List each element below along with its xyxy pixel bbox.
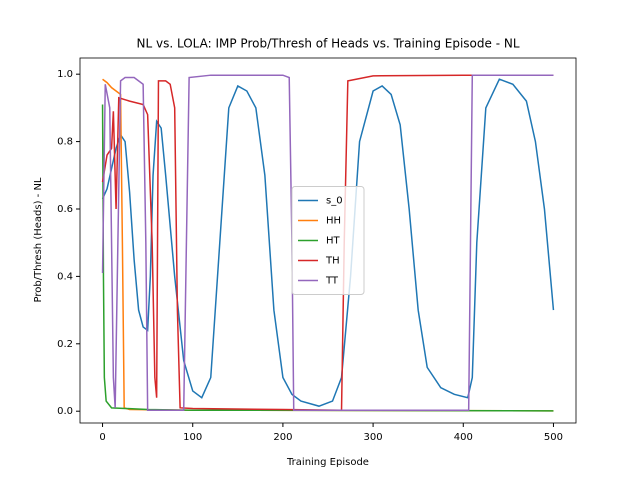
- plot-frame: [79, 57, 577, 424]
- y-tick-label: 0.4: [57, 271, 73, 282]
- y-tick-label: 0.2: [57, 339, 73, 350]
- y-tick-label: 1.0: [57, 69, 73, 80]
- legend-label: TH: [325, 256, 340, 267]
- y-tick-label: 0.8: [57, 137, 73, 148]
- y-axis-label: Prob/Thresh (Heads) - NL: [33, 177, 44, 302]
- x-tick-label: 100: [183, 432, 202, 443]
- y-tick-label: 0.0: [57, 406, 73, 417]
- x-tick-label: 500: [544, 432, 563, 443]
- legend: s_0 HH HT TH TT: [291, 186, 365, 295]
- series-line: [101, 78, 555, 407]
- x-tick-label: 200: [273, 432, 292, 443]
- chart-title: NL vs. LOLA: IMP Prob/Thresh of Heads vs…: [137, 37, 520, 51]
- y-tick-label: 0.6: [57, 204, 73, 215]
- series-line: [101, 74, 554, 411]
- x-tick-label: 300: [364, 432, 383, 443]
- series-line: [101, 104, 554, 412]
- x-axis-label: Training Episode: [286, 457, 369, 468]
- x-tick-label: 400: [454, 432, 473, 443]
- legend-label: HT: [326, 236, 341, 247]
- legend-label: HH: [326, 216, 341, 227]
- legend-label: s_0: [326, 196, 343, 207]
- legend-box: [291, 186, 365, 295]
- x-tick-label: 0: [99, 432, 105, 443]
- legend-label: TT: [325, 276, 339, 287]
